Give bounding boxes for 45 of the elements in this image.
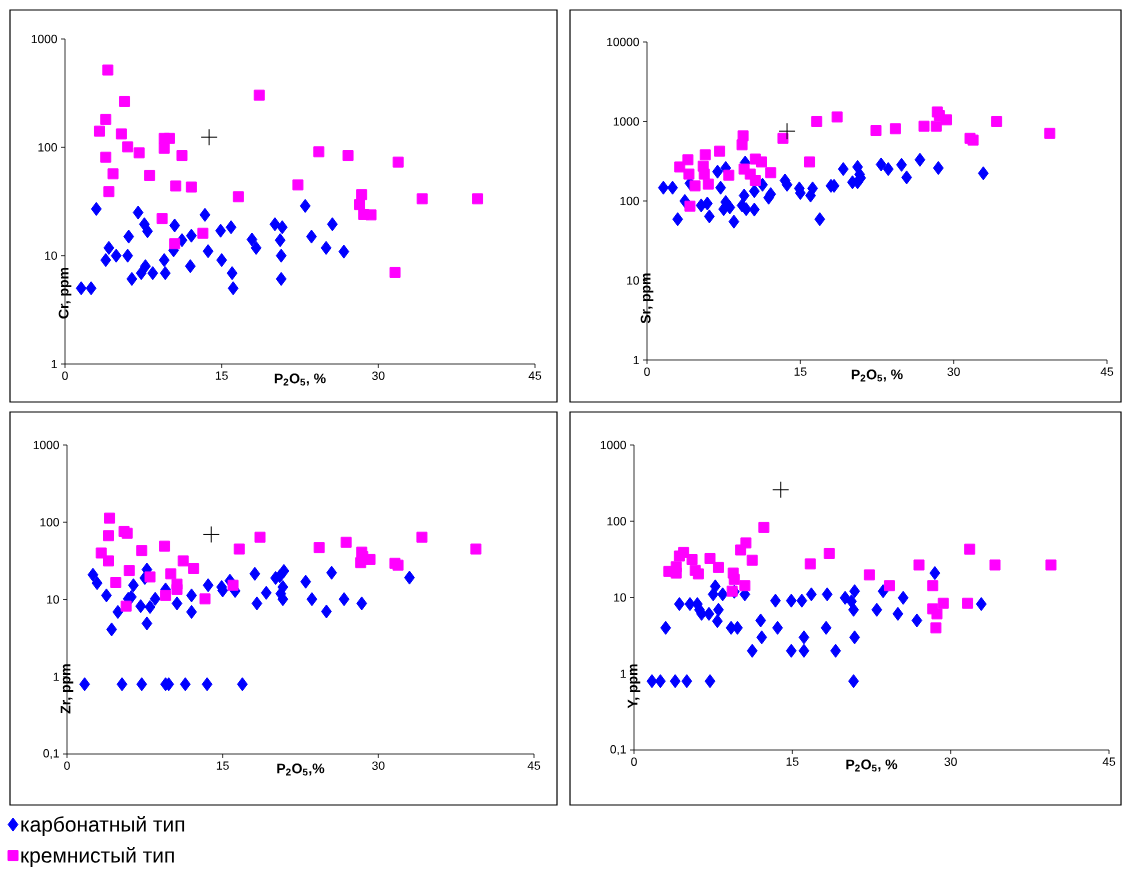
y-tick-label: 0,1 xyxy=(43,749,59,759)
x-tick-label: 0 xyxy=(62,371,68,380)
x-axis-title: P$_{2}$O$_{5}$, % xyxy=(851,369,903,382)
x-axis-title: P$_{2}$O$_{5}$, % xyxy=(274,373,326,386)
x-tick-label: 30 xyxy=(947,367,960,376)
y-tick-label: 10 xyxy=(614,593,627,602)
x-tick-label: 15 xyxy=(786,757,799,766)
y-tick-label: 1000 xyxy=(600,440,627,450)
y-axis-title: Sr, ppm xyxy=(640,273,654,324)
y-tick-label: 100 xyxy=(38,143,58,152)
x-tick-label: 0 xyxy=(631,757,637,766)
x-tick-label: 0 xyxy=(64,761,70,770)
y-tick-label: 100 xyxy=(607,517,627,526)
x-tick-label: 45 xyxy=(1102,757,1116,766)
y-tick-label: 1000 xyxy=(613,117,640,126)
x-tick-label: 15 xyxy=(215,371,228,380)
x-tick-label: 30 xyxy=(372,371,385,380)
y-tick-label: 1000 xyxy=(33,440,60,450)
y-tick-label: 10 xyxy=(45,251,58,260)
y-tick-label: 1 xyxy=(51,359,57,369)
x-tick-label: 45 xyxy=(1100,367,1114,376)
legend-label: кремнистый тип xyxy=(21,847,174,867)
x-tick-label: 15 xyxy=(794,367,807,376)
y-axis-title: Cr, ppm xyxy=(58,267,72,319)
y-tick-label: 100 xyxy=(40,518,60,527)
y-tick-label: 10 xyxy=(627,276,640,285)
x-tick-label: 30 xyxy=(372,761,385,770)
y-tick-label: 10 xyxy=(47,595,60,604)
y-tick-label: 1 xyxy=(633,355,639,365)
x-tick-label: 45 xyxy=(527,761,541,770)
y-tick-label: 1000 xyxy=(31,34,58,44)
y-tick-label: 100 xyxy=(620,196,640,206)
x-axis-title: P$_{2}$O$_{5}$,% xyxy=(277,763,325,776)
x-tick-label: 15 xyxy=(216,761,229,770)
y-tick-label: 0,1 xyxy=(610,745,626,755)
y-tick-label: 10000 xyxy=(607,37,640,47)
x-tick-label: 0 xyxy=(644,367,650,376)
y-tick-label: 1 xyxy=(53,672,59,681)
legend-label: карбонатный тип xyxy=(21,816,185,836)
y-axis-title: Y, ppm xyxy=(627,664,641,709)
x-tick-label: 45 xyxy=(528,371,542,380)
x-axis-title: P$_{2}$O$_{5}$, % xyxy=(846,759,898,772)
y-axis-title: Zr, ppm xyxy=(60,664,74,714)
x-tick-label: 30 xyxy=(944,757,957,766)
y-tick-label: 1 xyxy=(620,669,626,678)
